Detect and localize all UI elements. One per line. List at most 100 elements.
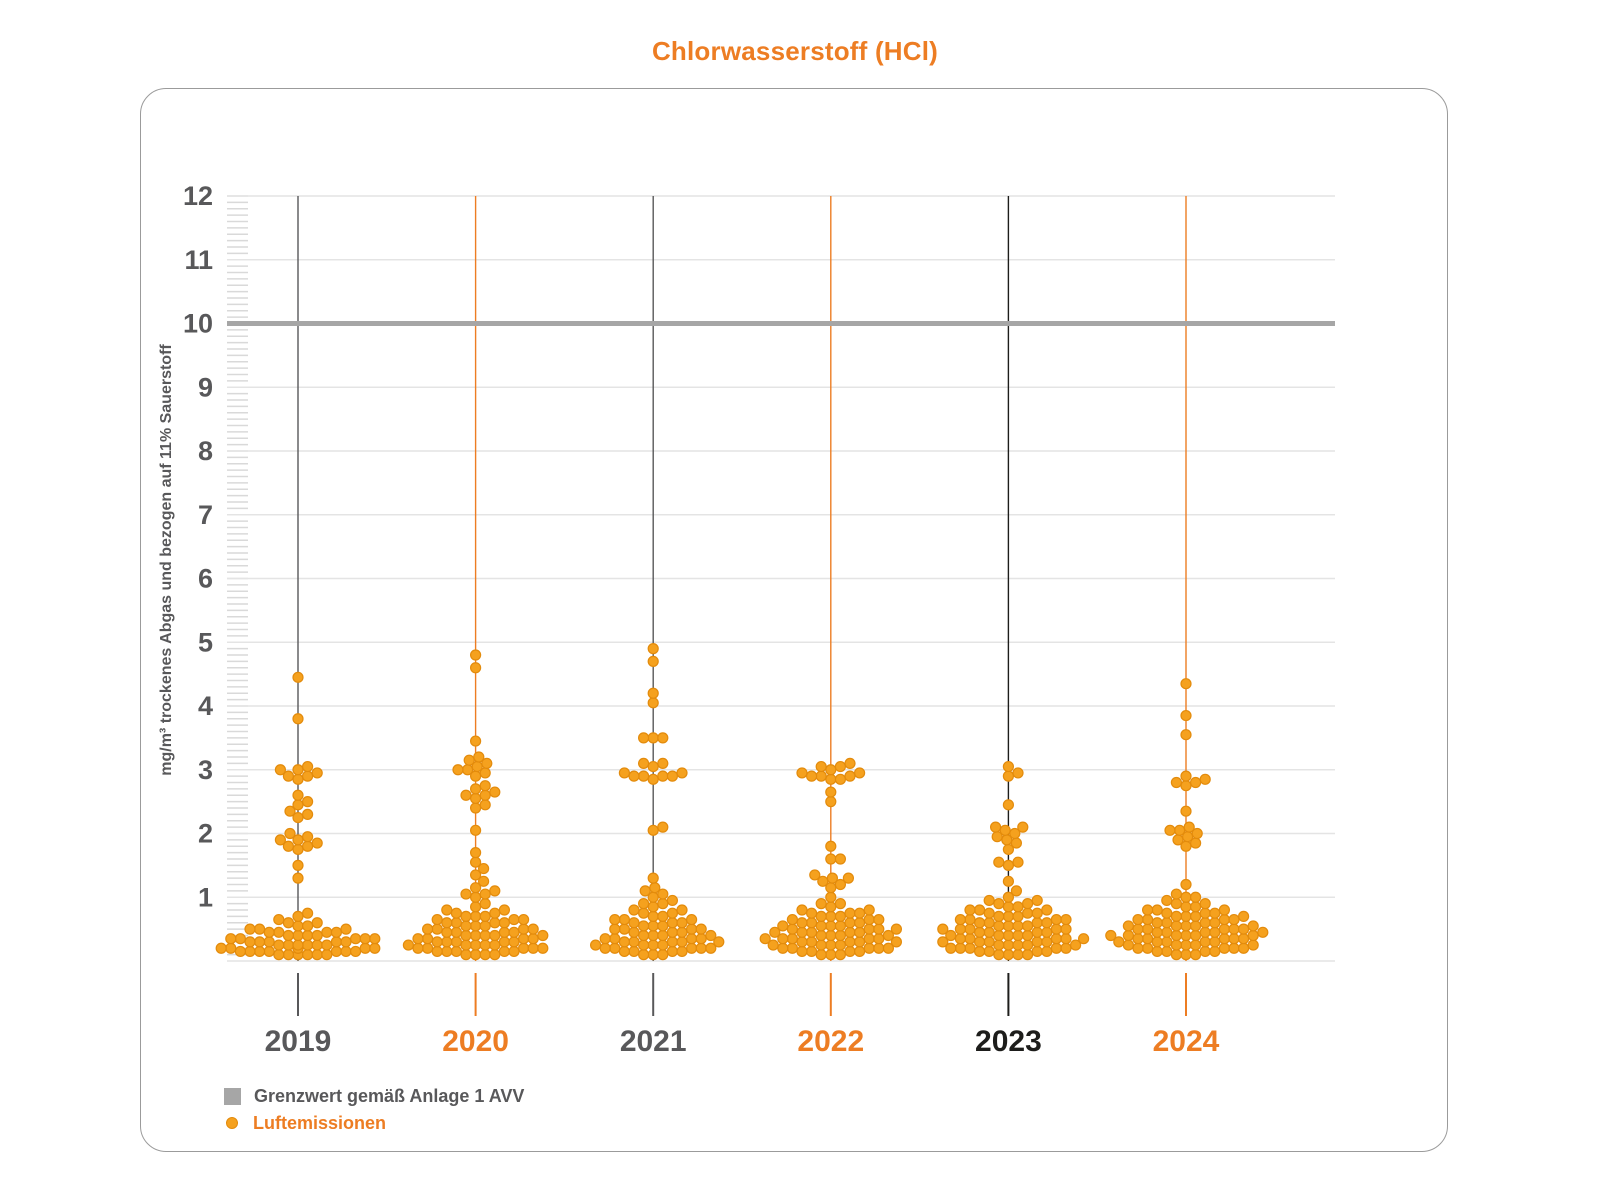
data-point: [695, 942, 707, 954]
data-point: [844, 945, 856, 958]
data-point: [1031, 907, 1043, 919]
data-point: [825, 853, 837, 865]
data-point: [637, 929, 650, 942]
data-point: [1077, 933, 1090, 945]
data-point: [1002, 939, 1015, 951]
data-point: [973, 945, 986, 958]
data-point: [460, 920, 472, 932]
data-point: [825, 891, 837, 903]
data-point: [302, 929, 314, 942]
data-point: [657, 929, 669, 942]
data-point: [647, 697, 659, 709]
data-point: [244, 936, 256, 948]
data-point: [330, 936, 342, 948]
data-point: [825, 840, 837, 852]
data-point: [1199, 898, 1211, 910]
data-point: [657, 888, 669, 900]
data-point: [489, 907, 501, 919]
data-point: [647, 773, 659, 785]
data-point: [1180, 805, 1192, 817]
data-point: [649, 882, 661, 894]
data-point: [639, 885, 651, 897]
data-point: [321, 949, 333, 961]
data-point: [1060, 933, 1072, 945]
y-tick-label: 1: [198, 882, 213, 912]
data-point: [1122, 929, 1135, 942]
limit-line-swatch-icon: [224, 1087, 241, 1105]
data-point: [311, 929, 323, 942]
data-point: [479, 789, 491, 801]
data-point: [1060, 923, 1072, 935]
data-point: [537, 929, 549, 942]
data-point: [647, 655, 659, 667]
data-point: [983, 907, 995, 919]
data-point: [479, 898, 491, 910]
data-point: [489, 929, 501, 942]
data-point: [834, 773, 847, 785]
x-tick-label: 2022: [797, 1025, 864, 1058]
data-point: [647, 949, 659, 961]
y-tick-label: 4: [198, 691, 213, 721]
data-point: [292, 939, 304, 951]
data-point: [508, 926, 520, 938]
data-point: [1060, 913, 1072, 926]
data-point: [489, 949, 501, 961]
data-point: [786, 923, 799, 935]
data-point: [1031, 917, 1043, 929]
data-point: [890, 923, 903, 935]
data-point: [618, 945, 631, 958]
data-point: [1021, 920, 1034, 932]
data-point: [1189, 929, 1202, 942]
data-point: [805, 907, 818, 919]
data-point: [1189, 939, 1202, 951]
data-point: [796, 926, 808, 938]
data-point: [666, 770, 679, 782]
data-point: [609, 913, 621, 926]
data-point: [666, 907, 679, 919]
data-point: [1141, 913, 1154, 926]
data-point: [685, 913, 698, 926]
data-point: [1180, 949, 1192, 961]
data-point: [292, 671, 304, 683]
data-point: [1012, 939, 1024, 951]
data-point: [431, 913, 443, 926]
data-point: [1180, 920, 1192, 932]
data-point: [470, 735, 482, 747]
y-tick-label: 3: [198, 755, 213, 785]
data-point: [853, 917, 866, 929]
data-point: [284, 805, 296, 817]
data-point: [657, 939, 669, 951]
data-point: [1031, 945, 1043, 958]
data-point: [1002, 910, 1015, 922]
data-point: [1209, 917, 1221, 929]
data-point: [825, 786, 837, 798]
data-point: [873, 942, 885, 954]
data-point: [825, 796, 837, 808]
data-point: [463, 754, 475, 766]
data-point: [1180, 780, 1192, 792]
data-point: [431, 923, 443, 935]
y-tick-label: 10: [183, 309, 213, 339]
data-point: [282, 929, 294, 942]
data-point: [657, 920, 669, 932]
data-point: [834, 898, 847, 910]
data-point: [657, 770, 669, 782]
data-point: [834, 929, 847, 942]
data-point: [470, 901, 482, 913]
data-point: [1228, 942, 1240, 954]
data-point: [637, 939, 650, 951]
data-point: [340, 945, 352, 958]
data-point: [647, 872, 659, 884]
data-point: [292, 799, 304, 811]
data-point: [647, 939, 659, 951]
data-point: [1180, 878, 1192, 891]
data-point: [1237, 933, 1250, 945]
y-axis-label: mg/m³ trockenes Abgas und bezogen auf 11…: [158, 344, 175, 776]
data-point: [825, 929, 837, 942]
data-point: [853, 767, 866, 779]
legend-emissions-label: Luftemissionen: [253, 1112, 387, 1133]
data-point: [1199, 926, 1211, 938]
data-point: [983, 945, 995, 958]
data-point: [805, 936, 818, 948]
data-point: [517, 923, 530, 935]
